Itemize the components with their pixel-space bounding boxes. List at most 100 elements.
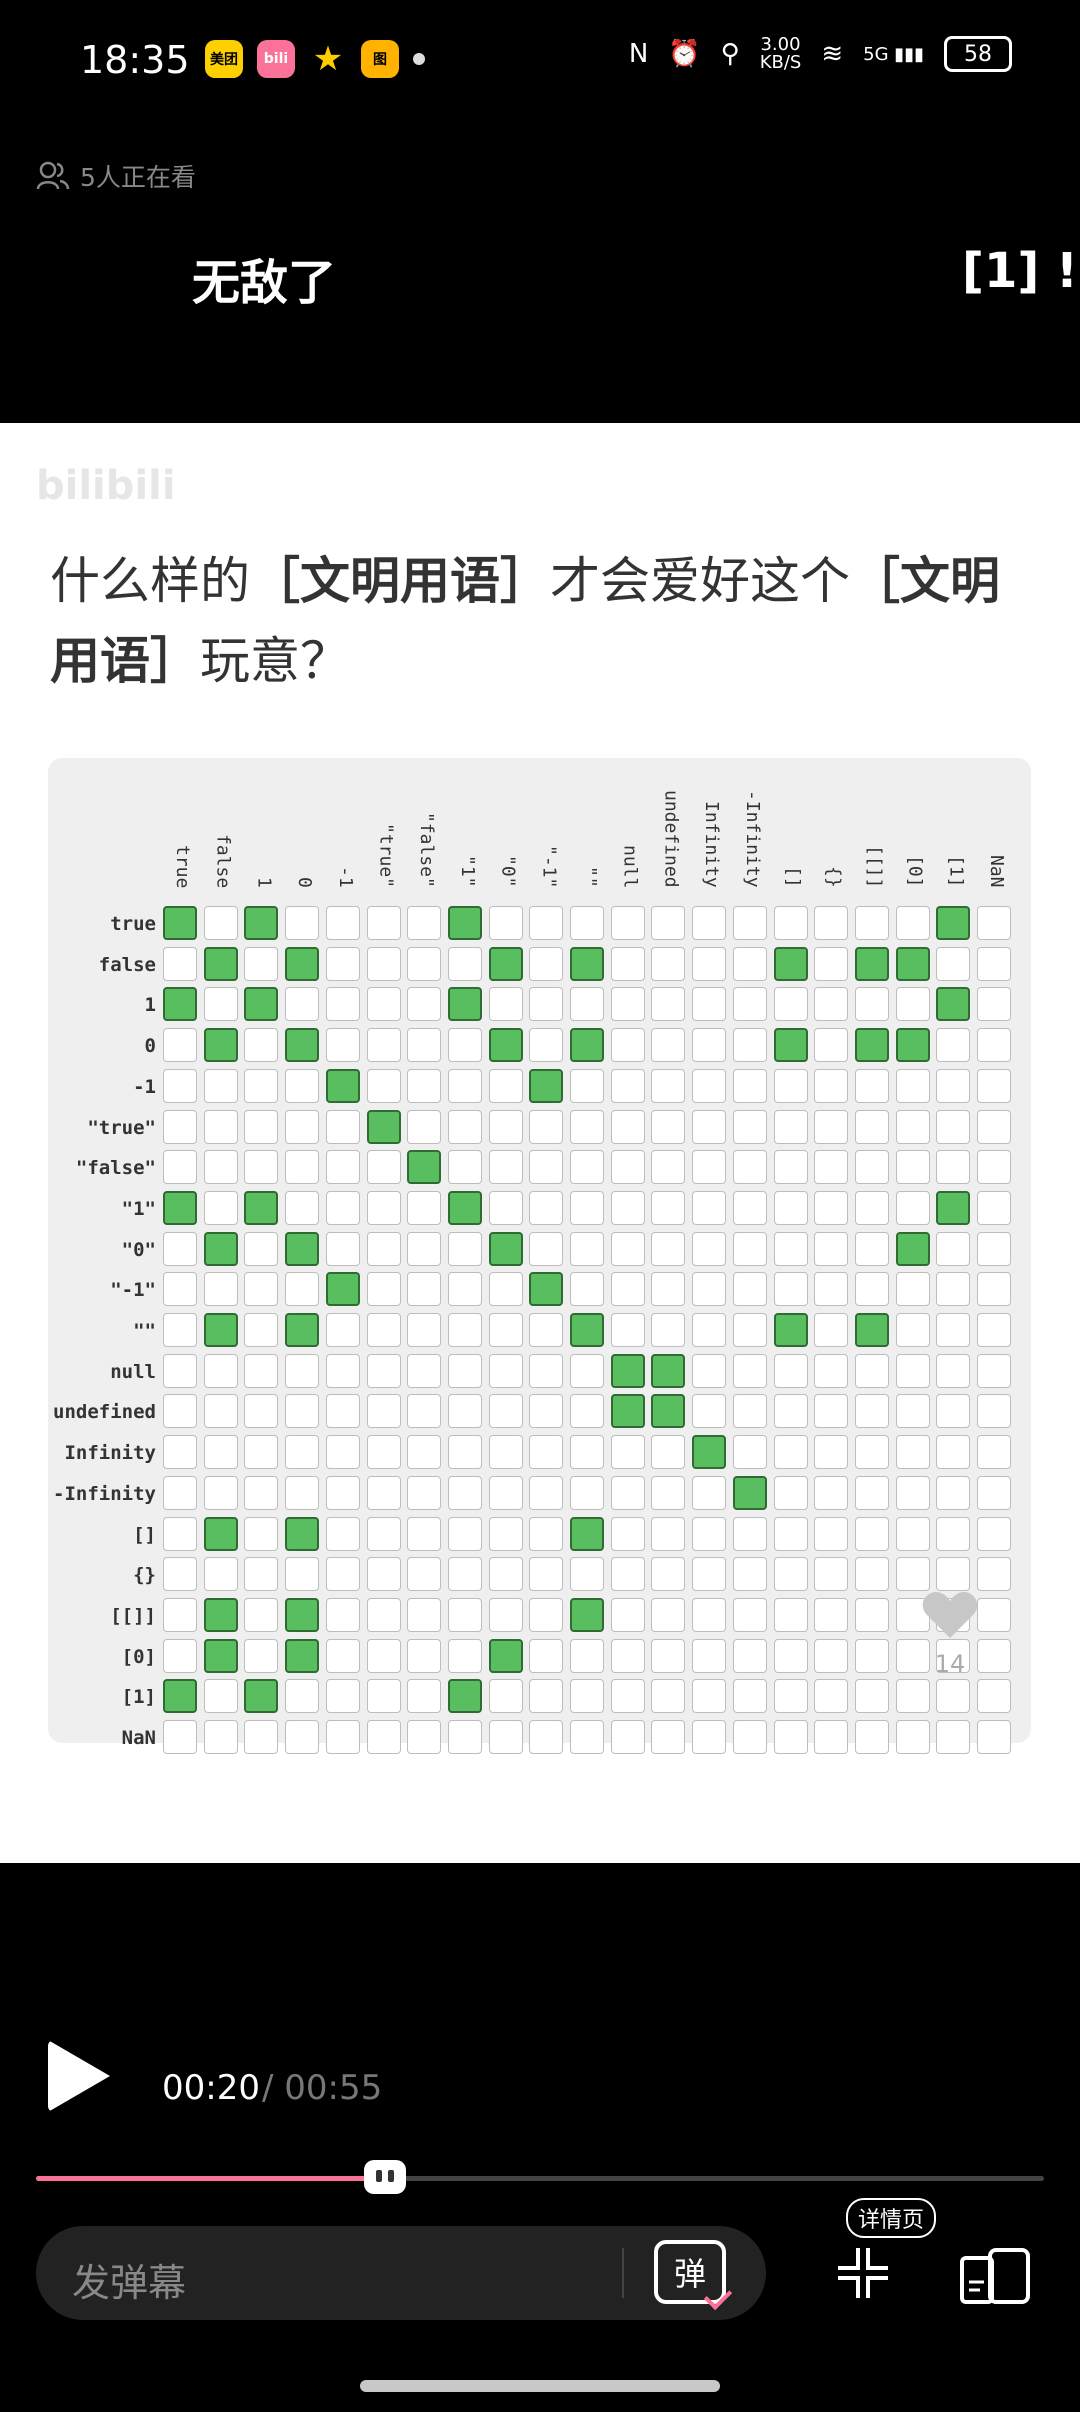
matrix-cell	[854, 1435, 889, 1470]
matrix-cell	[285, 1272, 320, 1307]
matrix-cell	[570, 1231, 604, 1266]
matrix-cell	[977, 1435, 1011, 1470]
matrix-cell	[285, 906, 320, 940]
matrix-row-label: [[]]	[110, 1604, 156, 1627]
matrix-cell	[285, 987, 320, 1022]
matrix-cell-equal	[244, 1190, 279, 1225]
progress-bar[interactable]	[36, 2176, 1044, 2181]
matrix-row-label: "1"	[121, 1197, 156, 1220]
matrix-cell	[488, 1150, 523, 1185]
matrix-column-label: "1"	[456, 855, 478, 888]
matrix-cell-equal	[285, 946, 320, 981]
matrix-cell	[854, 1720, 889, 1754]
matrix-cell	[447, 1638, 482, 1673]
matrix-cell	[529, 1190, 564, 1225]
play-icon[interactable]	[48, 2040, 110, 2112]
matrix-cell	[773, 1597, 808, 1632]
matrix-cell	[692, 1475, 727, 1510]
matrix-cell	[610, 1313, 645, 1347]
matrix-cell	[895, 1679, 930, 1714]
matrix-row-label: {}	[133, 1564, 156, 1587]
matrix-cell	[692, 1150, 727, 1185]
matrix-cell	[366, 1313, 401, 1347]
matrix-cell	[244, 1313, 279, 1347]
matrix-cell	[814, 906, 849, 940]
matrix-cell	[854, 1231, 889, 1266]
danmaku-comment: 无敌了	[192, 255, 337, 311]
matrix-cell	[977, 1272, 1011, 1307]
matrix-cell	[163, 1394, 197, 1429]
matrix-column-label: undefined	[660, 790, 682, 888]
matrix-cell	[244, 1150, 279, 1185]
matrix-cell	[570, 1109, 604, 1144]
matrix-cell-equal	[203, 1597, 238, 1632]
matrix-cell	[692, 1190, 727, 1225]
progress-thumb[interactable]	[364, 2160, 406, 2194]
matrix-cell	[407, 1028, 442, 1063]
matrix-row-label: undefined	[53, 1401, 156, 1424]
total-time: / 00:55	[262, 2068, 383, 2108]
matrix-cell	[285, 1557, 320, 1592]
danmaku-toggle-button[interactable]: 弹	[654, 2240, 726, 2304]
like-button[interactable]: 14	[920, 1590, 980, 1710]
switch-screen-icon[interactable]	[960, 2248, 1030, 2304]
matrix-cell	[895, 1353, 930, 1388]
matrix-cell	[610, 1190, 645, 1225]
matrix-cell-equal	[895, 946, 930, 981]
matrix-cell	[447, 1597, 482, 1632]
matrix-cell	[244, 1475, 279, 1510]
matrix-cell	[936, 1557, 971, 1592]
danmaku-comment: [1] !=	[962, 243, 1080, 299]
matrix-cell	[610, 1150, 645, 1185]
matrix-cell-equal	[285, 1597, 320, 1632]
matrix-cell	[895, 1435, 930, 1470]
matrix-cell	[163, 1109, 197, 1144]
matrix-cell	[732, 1150, 767, 1185]
matrix-cell	[407, 1597, 442, 1632]
matrix-cell	[773, 1068, 808, 1103]
matrix-cell	[610, 906, 645, 940]
matrix-cell	[814, 1231, 849, 1266]
matrix-cell	[570, 1638, 604, 1673]
matrix-cell	[977, 1720, 1011, 1754]
matrix-cell	[203, 1109, 238, 1144]
matrix-cell	[814, 1679, 849, 1714]
matrix-cell	[651, 946, 686, 981]
matrix-cell	[773, 1353, 808, 1388]
matrix-column-label: "0"	[497, 855, 519, 888]
matrix-column-label: NaN	[986, 855, 1007, 888]
matrix-cell	[732, 1516, 767, 1551]
matrix-cell	[325, 1435, 360, 1470]
video-frame[interactable]: bilibili 什么样的［文明用语］才会爱好这个［文明用语］玩意？ true f…	[0, 423, 1080, 1863]
matrix-cell	[651, 1475, 686, 1510]
home-indicator[interactable]	[360, 2380, 720, 2392]
matrix-cell	[732, 1679, 767, 1714]
matrix-row-label: [0]	[121, 1645, 156, 1668]
matrix-cell	[692, 1720, 727, 1754]
matrix-cell	[163, 1313, 197, 1347]
matrix-cell	[529, 1150, 564, 1185]
matrix-cell	[854, 1557, 889, 1592]
matrix-cell	[407, 1679, 442, 1714]
matrix-cell	[651, 1150, 686, 1185]
matrix-cell-equal	[773, 1028, 808, 1063]
matrix-cell	[529, 1435, 564, 1470]
matrix-cell	[366, 1272, 401, 1307]
matrix-cell	[732, 1068, 767, 1103]
matrix-cell-equal	[488, 1028, 523, 1063]
matrix-cell	[854, 1150, 889, 1185]
matrix-cell	[732, 906, 767, 940]
matrix-cell-equal	[651, 1394, 686, 1429]
matrix-cell	[854, 1394, 889, 1429]
matrix-cell	[570, 1557, 604, 1592]
matrix-cell	[407, 987, 442, 1022]
danmaku-input[interactable]: 发弹幕 弹	[36, 2226, 766, 2320]
matrix-cell	[366, 1720, 401, 1754]
matrix-cell	[854, 1109, 889, 1144]
matrix-cell	[854, 1068, 889, 1103]
matrix-cell	[692, 1516, 727, 1551]
matrix-cell-equal	[570, 1313, 604, 1347]
matrix-cell	[447, 1557, 482, 1592]
exit-fullscreen-icon[interactable]	[838, 2248, 888, 2298]
matrix-cell-equal	[285, 1231, 320, 1266]
